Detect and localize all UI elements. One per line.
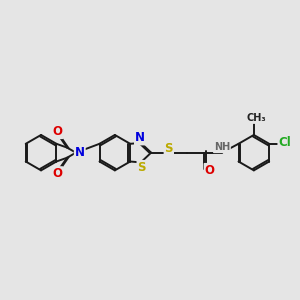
Text: S: S bbox=[137, 161, 146, 174]
Text: NH: NH bbox=[214, 142, 230, 152]
Text: O: O bbox=[52, 125, 62, 138]
Text: S: S bbox=[165, 142, 173, 155]
Text: CH₃: CH₃ bbox=[247, 113, 266, 123]
Text: O: O bbox=[205, 164, 214, 177]
Text: N: N bbox=[135, 131, 145, 145]
Text: Cl: Cl bbox=[278, 136, 291, 149]
Text: N: N bbox=[75, 146, 85, 159]
Text: O: O bbox=[52, 167, 62, 180]
